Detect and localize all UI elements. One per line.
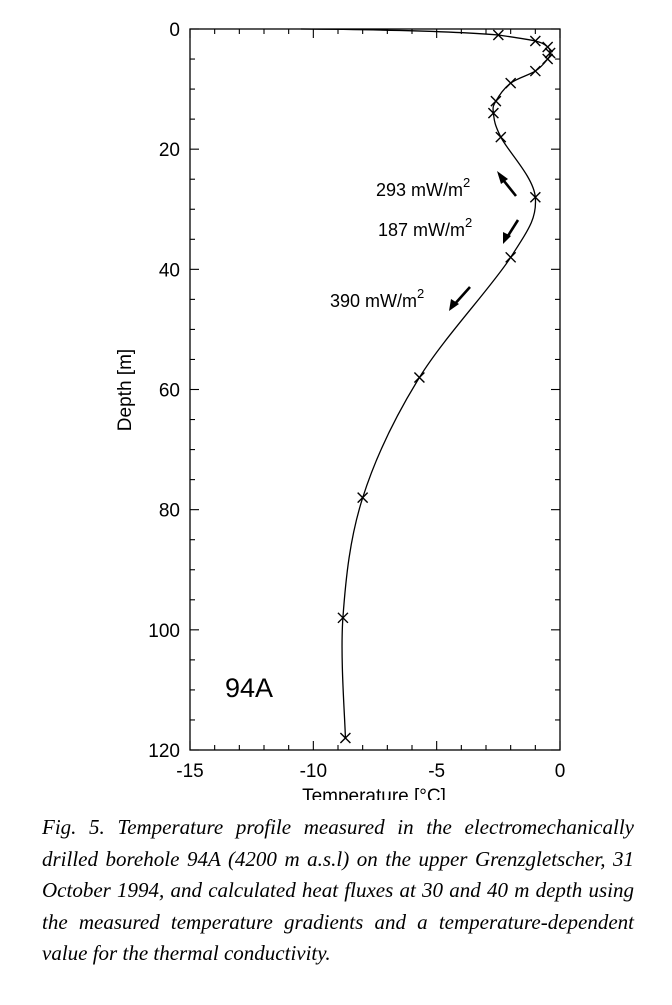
data-point-marker: [529, 35, 541, 47]
data-point-marker: [542, 41, 554, 53]
data-point-marker: [544, 47, 556, 59]
annotation-293-superscript: 2: [463, 175, 470, 190]
data-point-marker: [492, 29, 504, 41]
data-point-marker: [542, 53, 554, 65]
heat-flux-annotation-187: 187 mW/m2: [378, 215, 520, 244]
data-point-marker: [337, 612, 349, 624]
annotation-187-text: 187 mW/m: [378, 220, 465, 240]
x-tick-label: -5: [428, 761, 445, 782]
heat-flux-annotation-390: 390 mW/m2: [330, 286, 471, 311]
data-point-marker: [490, 95, 502, 107]
y-tick-label: 20: [159, 140, 180, 161]
data-point-marker: [505, 251, 517, 263]
y-tick-label: 60: [159, 381, 180, 402]
x-tick-label: -10: [300, 761, 327, 782]
x-tick-label: 0: [555, 761, 566, 782]
annotation-390-superscript: 2: [417, 286, 424, 301]
data-point-marker: [339, 732, 351, 744]
borehole-panel-label: 94A: [225, 673, 273, 703]
annotation-293-text: 293 mW/m: [376, 180, 463, 200]
annotation-187-superscript: 2: [465, 215, 472, 230]
data-point-marker: [529, 191, 541, 203]
svg-text:390 mW/m2: 390 mW/m2: [330, 286, 424, 311]
y-tick-label: 40: [159, 260, 180, 281]
data-point-marker: [505, 77, 517, 89]
data-point-marker: [357, 492, 369, 504]
figure-caption: Fig. 5. Temperature profile measured in …: [42, 815, 634, 965]
arrow-up-left-head-icon: [497, 171, 508, 184]
temperature-profile-line: [341, 34, 551, 739]
x-tick-label: -15: [176, 761, 203, 782]
y-tick-label: 120: [148, 741, 180, 762]
data-point-marker: [529, 65, 541, 77]
plot-frame: [189, 28, 561, 751]
y-axis-title: Depth [m]: [115, 349, 136, 431]
arrow-down-left-head-icon: [503, 232, 511, 244]
y-tick-label: 0: [169, 20, 180, 41]
arrow-down-left-head-icon: [449, 299, 459, 311]
y-tick-label: 100: [148, 621, 180, 642]
data-point-marker: [495, 131, 507, 143]
annotation-390-text: 390 mW/m: [330, 291, 417, 311]
near-surface-lead-line: [300, 28, 499, 36]
heat-flux-annotation-293: 293 mW/m2: [376, 171, 518, 200]
data-point-marker: [413, 371, 425, 383]
svg-text:187 mW/m2: 187 mW/m2: [378, 215, 472, 240]
data-point-marker: [487, 107, 499, 119]
temperature-profile-chart: -15 -10 -5 0 0 20 40 60 80 100 120 Temperature [°C…: [115, 20, 566, 800]
svg-text:293 mW/m2: 293 mW/m2: [376, 175, 470, 200]
x-axis-title: Temperature [°C]: [302, 786, 446, 800]
y-tick-label: 80: [159, 501, 180, 522]
